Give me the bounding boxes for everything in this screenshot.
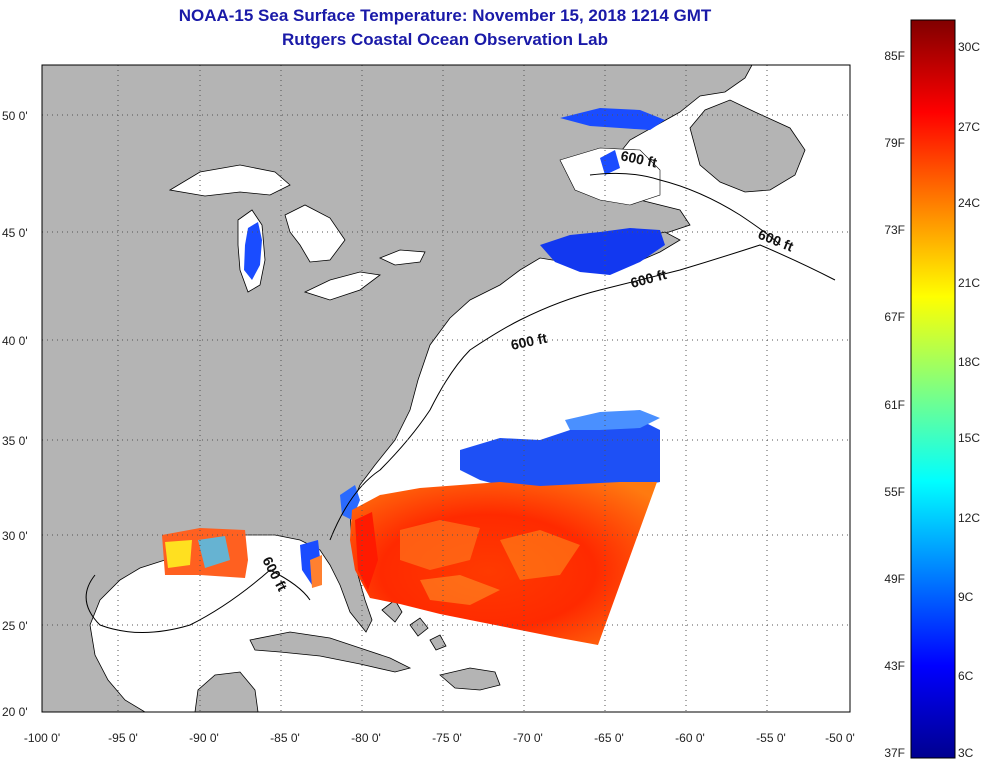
lat-tick-label: 40 0' [2, 334, 28, 348]
colorbar-c-label: 15C [958, 431, 980, 445]
colorbar [910, 19, 956, 759]
lon-tick-label: -65 0' [594, 731, 624, 745]
lat-tick-labels: 50 0' 45 0' 40 0' 35 0' 30 0' 25 0' 20 0… [2, 109, 28, 719]
lat-tick-label: 25 0' [2, 619, 28, 633]
colorbar-c-label: 6C [958, 669, 974, 683]
gulf-st-lawrence [559, 147, 661, 206]
newfoundland-land [689, 99, 806, 193]
colorbar-f-label: 67F [884, 310, 905, 324]
colorbar-c-label: 18C [958, 355, 980, 369]
colorbar-f-label: 43F [884, 659, 905, 673]
sst-warm-swath [350, 482, 657, 645]
colorbar-f-label: 61F [884, 398, 905, 412]
lon-tick-label: -100 0' [24, 731, 60, 745]
lon-tick-label: -55 0' [756, 731, 786, 745]
colorbar-f-label: 85F [884, 49, 905, 63]
lat-tick-label: 20 0' [2, 705, 28, 719]
colorbar-c-label: 3C [958, 746, 974, 760]
colorbar-c-label: 24C [958, 196, 980, 210]
colorbar-f-label: 49F [884, 572, 905, 586]
colorbar-f-label: 79F [884, 136, 905, 150]
colorbar-f-label: 37F [884, 746, 905, 760]
colorbar-c-label: 12C [958, 511, 980, 525]
great-lakes [168, 164, 426, 301]
map-subtitle: Rutgers Coastal Ocean Observation Lab [282, 30, 608, 49]
lat-tick-label: 45 0' [2, 226, 28, 240]
cuba-land [249, 631, 412, 673]
lat-tick-label: 35 0' [2, 434, 28, 448]
colorbar-c-label: 27C [958, 120, 980, 134]
lon-tick-label: -75 0' [432, 731, 462, 745]
colorbar-c-label: 21C [958, 276, 980, 290]
lon-tick-label: -70 0' [513, 731, 543, 745]
colorbar-c-label: 30C [958, 40, 980, 54]
contour-label-newfoundland: 600 ft [619, 147, 658, 170]
lon-tick-label: -80 0' [351, 731, 381, 745]
lat-tick-label: 50 0' [2, 109, 28, 123]
isobath-600ft [85, 172, 836, 633]
lon-tick-label: -95 0' [108, 731, 138, 745]
lake-superior [168, 164, 291, 197]
lake-huron [284, 204, 346, 263]
lon-tick-labels: -100 0' -95 0' -90 0' -85 0' -80 0' -75 … [24, 731, 855, 745]
lake-erie [303, 271, 382, 301]
colorbar-celsius-labels: 30C 27C 24C 21C 18C 15C 12C 9C 6C 3C [958, 40, 980, 760]
colorbar-f-label: 55F [884, 485, 905, 499]
sst-gulf-patch [162, 528, 322, 588]
hispaniola-land [439, 667, 501, 691]
yucatan-land [194, 671, 259, 712]
sst-cold-patches [244, 108, 665, 585]
lake-ontario [378, 249, 426, 266]
bahamas-islands [381, 599, 447, 651]
colorbar-f-label: 73F [884, 223, 905, 237]
lon-tick-label: -60 0' [675, 731, 705, 745]
map-title: NOAA-15 Sea Surface Temperature: Novembe… [178, 6, 712, 25]
lon-tick-label: -90 0' [189, 731, 219, 745]
lon-tick-label: -85 0' [270, 731, 300, 745]
contour-label-mid-atlantic: 600 ft [509, 330, 548, 353]
lon-tick-label: -50 0' [825, 731, 855, 745]
colorbar-fahrenheit-labels: 85F 79F 73F 67F 61F 55F 49F 43F 37F [884, 49, 905, 760]
lat-tick-label: 30 0' [2, 529, 28, 543]
colorbar-c-label: 9C [958, 590, 974, 604]
